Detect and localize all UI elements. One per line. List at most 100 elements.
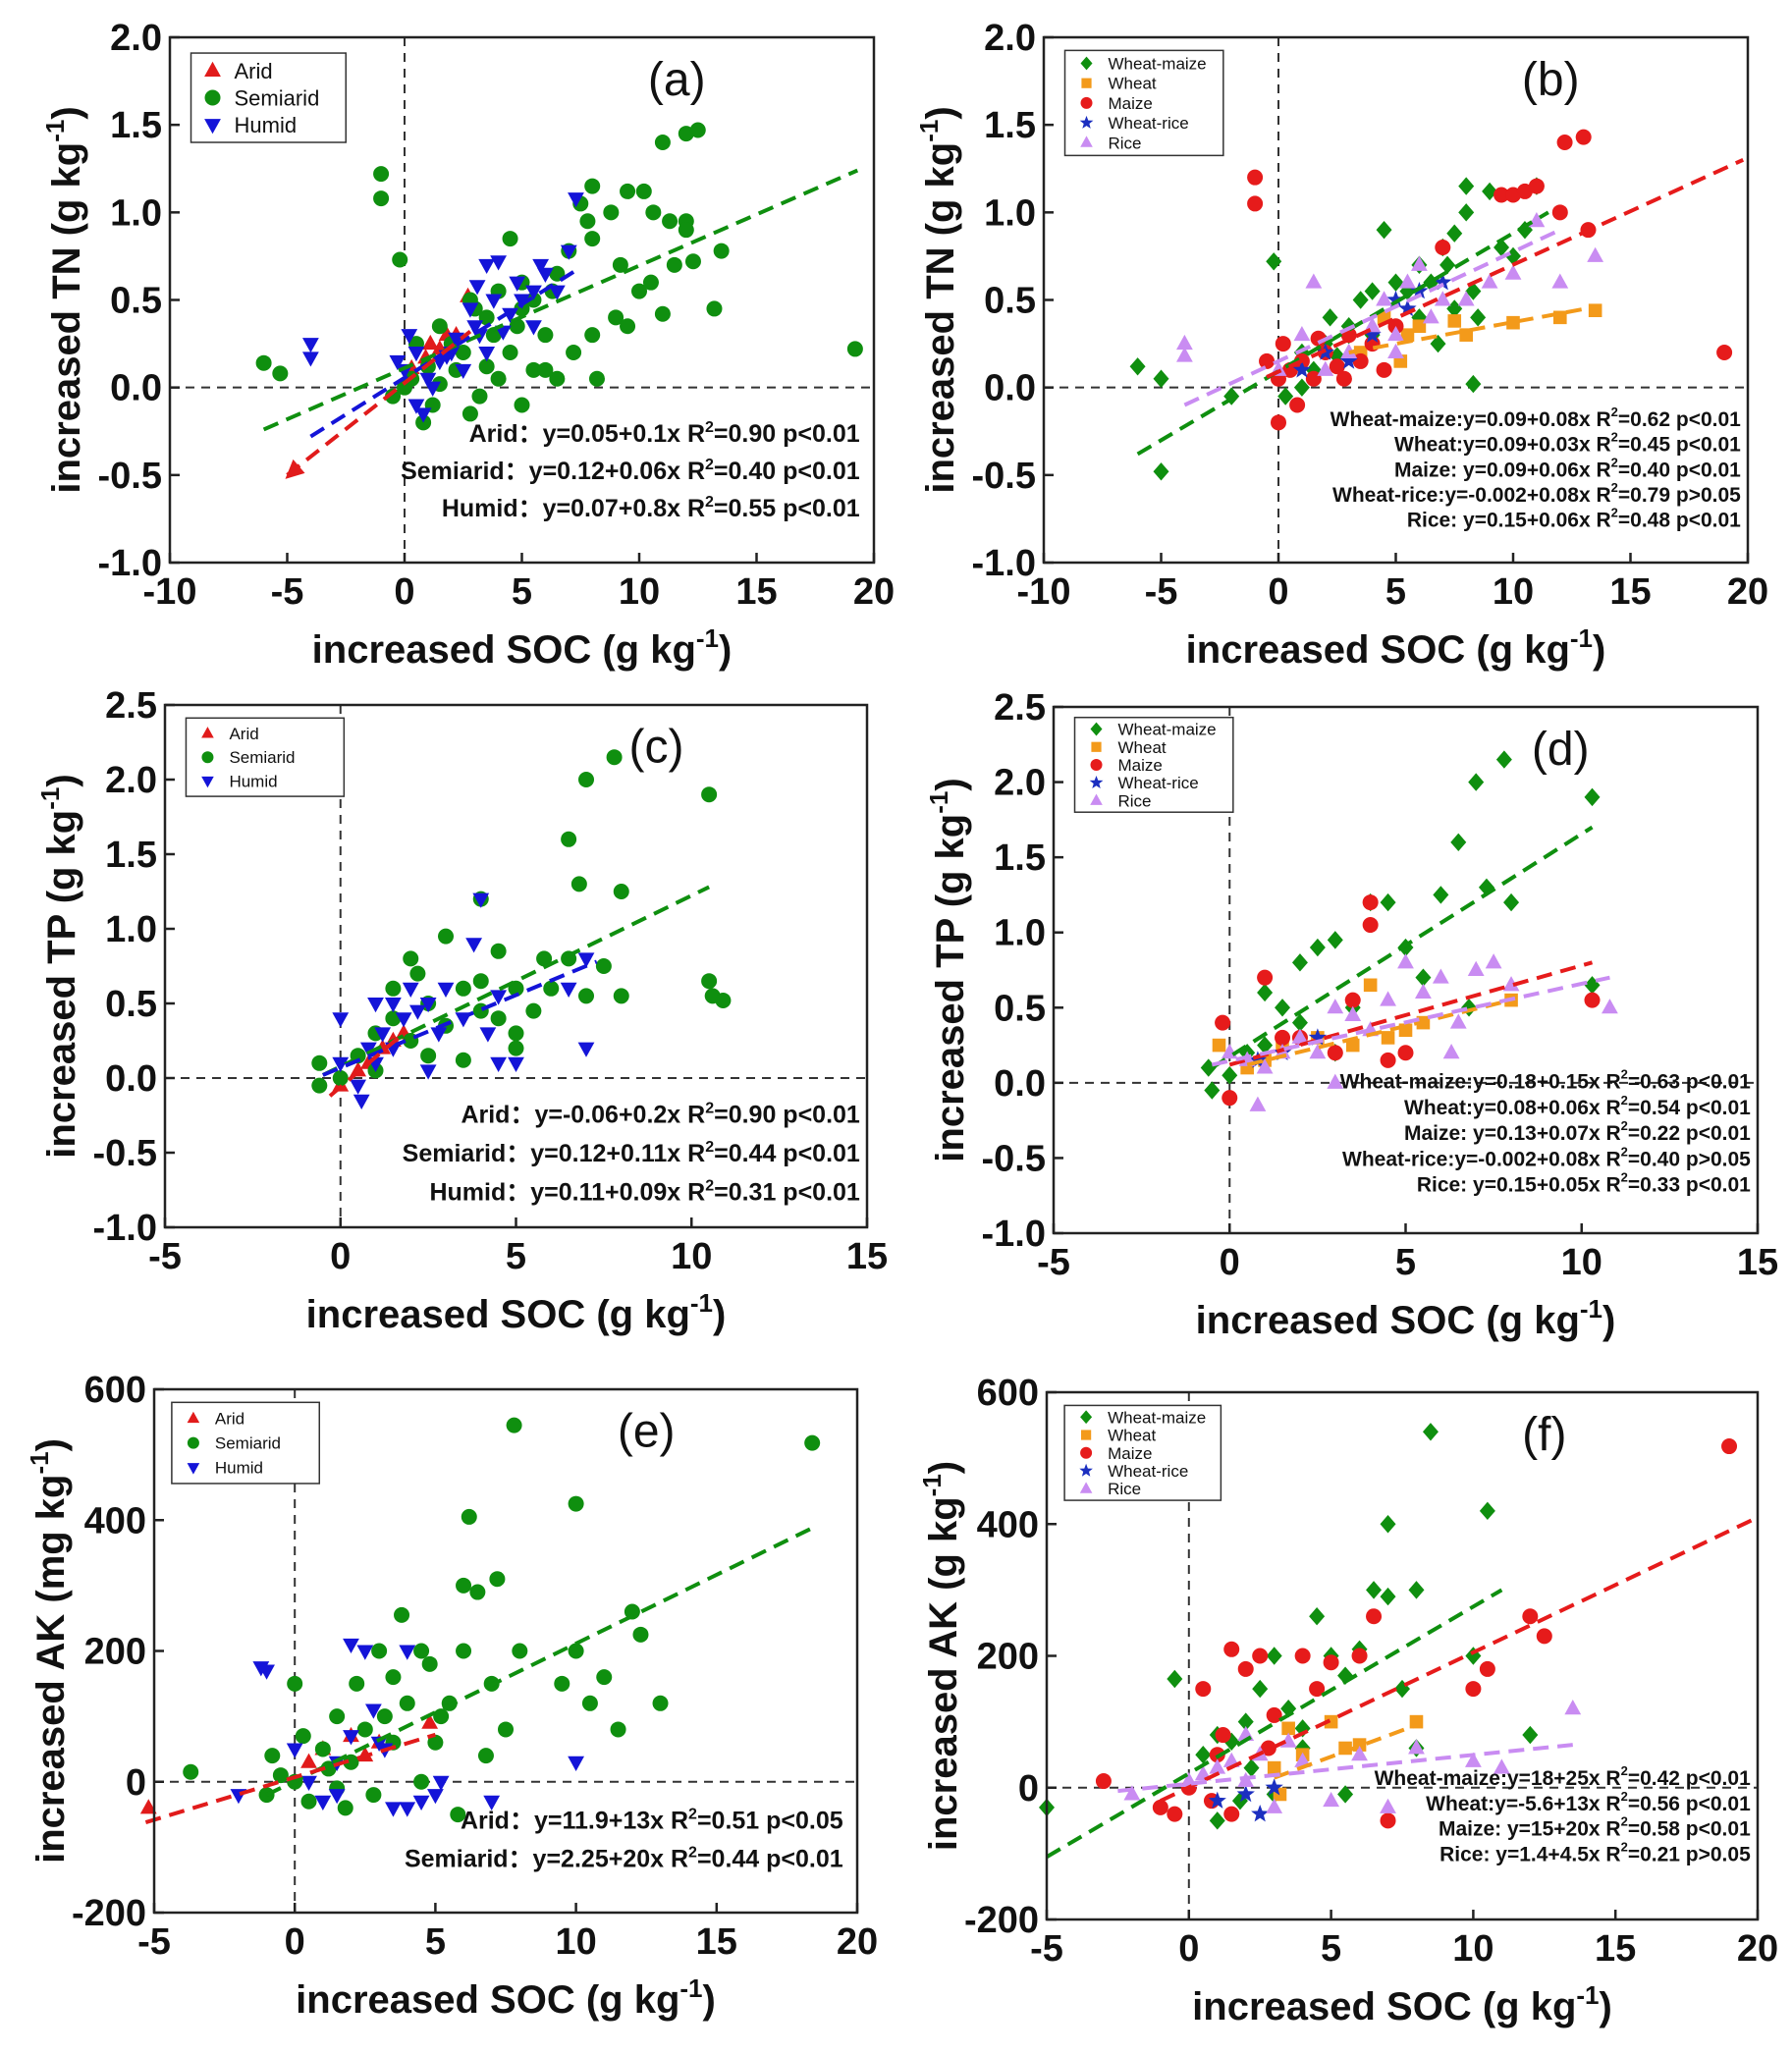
data-point	[395, 1012, 412, 1028]
data-point	[1479, 1660, 1495, 1677]
data-point	[1249, 1096, 1267, 1111]
data-point	[258, 1664, 275, 1680]
data-point	[525, 361, 542, 378]
data-point	[433, 1708, 450, 1725]
legend-label: Wheat-maize	[1109, 54, 1207, 73]
data-point	[596, 1669, 613, 1686]
data-point	[1465, 374, 1482, 394]
fit-line-arid	[286, 330, 472, 477]
data-point	[478, 358, 495, 375]
y-tick-label: 2.0	[994, 763, 1046, 804]
data-point	[1362, 917, 1379, 934]
data-point	[1327, 1045, 1343, 1061]
data-point	[560, 982, 577, 998]
panel-label: (a)	[648, 54, 706, 106]
data-point	[1231, 1791, 1248, 1811]
legend-marker	[1090, 758, 1103, 771]
data-point	[595, 958, 612, 974]
data-point	[1176, 347, 1193, 362]
data-point	[1293, 325, 1311, 342]
data-point	[1449, 1013, 1467, 1029]
legend-label: Wheat-rice	[1109, 114, 1189, 133]
data-point	[431, 318, 448, 335]
regression-equation: Arid：y=11.9+13x R2=0.51 p<0.05	[461, 1807, 843, 1835]
data-point	[566, 345, 582, 360]
data-point	[508, 1025, 524, 1042]
data-point	[420, 1048, 437, 1064]
data-point	[1266, 252, 1282, 271]
regression-equation: Maize: y=0.09+0.06x R2=0.40 p<0.01	[1394, 455, 1741, 481]
legend-marker	[1090, 722, 1103, 736]
series-wheat-rice	[1208, 1778, 1283, 1822]
data-point	[1329, 358, 1345, 375]
data-point	[1280, 1700, 1297, 1718]
regression-equation: Rice: y=0.15+0.05x R2=0.33 p<0.01	[1417, 1170, 1751, 1197]
data-point	[424, 381, 442, 397]
data-point	[701, 786, 718, 803]
data-point	[1387, 273, 1404, 292]
data-point	[455, 1052, 471, 1068]
data-point	[1257, 969, 1274, 986]
regression-equation: Maize: y=0.13+0.07x R2=0.22 p<0.01	[1404, 1118, 1751, 1145]
data-point	[367, 998, 384, 1013]
data-point	[1505, 246, 1521, 266]
data-point	[392, 251, 408, 268]
equations: Arid：y=-0.06+0.2x R2=0.90 p<0.01 Semiarid…	[403, 1101, 860, 1207]
data-point	[490, 943, 507, 959]
series-rice	[1176, 212, 1604, 376]
data-point	[311, 1054, 328, 1071]
data-point	[494, 325, 512, 341]
data-point	[568, 1756, 584, 1771]
x-axis-label: increased SOC (g kg-1)	[1196, 1294, 1616, 1342]
data-point	[1380, 1052, 1396, 1068]
legend-label: Rice	[1109, 134, 1142, 152]
data-point	[1584, 787, 1601, 807]
series-semiarid	[255, 122, 863, 431]
regression-equation: Arid：y=0.05+0.1x R2=0.90 p<0.01	[469, 419, 860, 448]
y-tick-label: 2.5	[105, 685, 157, 727]
data-point	[1411, 255, 1428, 271]
fit-line-rice	[1211, 975, 1610, 1067]
y-tick-label: -1.0	[982, 1214, 1046, 1255]
fit-line-arid	[144, 1732, 436, 1824]
x-axis-label: increased SOC (g kg-1)	[1186, 623, 1606, 672]
data-point	[287, 1675, 303, 1692]
data-point	[455, 363, 472, 380]
data-point	[1522, 1608, 1539, 1625]
data-point	[1467, 960, 1485, 976]
data-point	[1495, 750, 1512, 769]
data-point	[1397, 1045, 1414, 1061]
x-tick-label: -5	[148, 1236, 182, 1277]
y-tick-label: 2.5	[994, 687, 1046, 729]
x-tick-label: -5	[1030, 1928, 1063, 1970]
data-point	[328, 1789, 346, 1805]
data-point	[1305, 273, 1323, 289]
data-point	[1223, 1806, 1240, 1822]
x-tick-label: 5	[1385, 571, 1406, 613]
y-tick-label: 0	[1018, 1768, 1039, 1810]
data-point	[421, 1655, 438, 1672]
data-point	[1587, 246, 1604, 262]
data-point	[1309, 1681, 1326, 1698]
series-semiarid	[311, 749, 732, 1094]
legend-label: Arid	[229, 725, 258, 743]
panel-label: (c)	[629, 722, 684, 774]
data-point	[584, 327, 601, 344]
series-humid	[302, 192, 584, 423]
legend-marker	[1080, 56, 1093, 71]
data-point	[364, 1703, 382, 1719]
legend-marker	[1080, 96, 1093, 109]
data-point	[1482, 182, 1498, 201]
data-point	[603, 204, 620, 221]
data-point	[1478, 878, 1494, 896]
data-point	[384, 998, 402, 1013]
data-point	[1309, 938, 1326, 957]
data-point	[1362, 894, 1379, 911]
data-point	[514, 397, 530, 413]
regression-equation: Wheat-rice:y=-0.002+0.08x R2=0.40 p>0.05	[1342, 1144, 1751, 1170]
data-point	[455, 345, 471, 360]
regression-equation: Arid：y=-0.06+0.2x R2=0.90 p<0.01	[461, 1101, 859, 1129]
data-point	[419, 1064, 437, 1080]
